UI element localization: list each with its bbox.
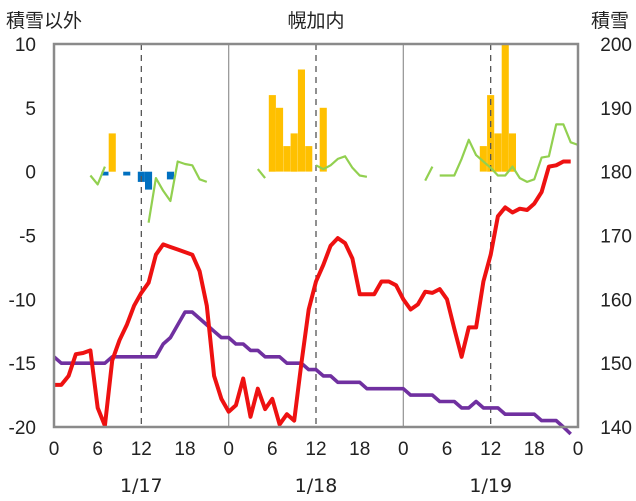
snowfall-bar-4 <box>290 133 298 172</box>
x-date-label: 1/18 <box>295 475 338 497</box>
x-date-labels: 1/17 1/18 1/19 <box>120 475 512 497</box>
grid-layer <box>140 44 492 427</box>
left-y-tick: -15 <box>9 354 36 375</box>
right-y-tick: 160 <box>600 290 632 311</box>
x-hour-tick: 6 <box>92 439 103 460</box>
snowfall-bar-3 <box>283 146 291 172</box>
snowfall-bar-5 <box>297 69 305 172</box>
temperature-line <box>54 159 571 428</box>
negative-bar-4 <box>166 171 174 180</box>
snow-depth-line <box>52 310 572 436</box>
green-line-segment-5 <box>439 123 579 183</box>
x-hour-tick: 18 <box>524 439 545 460</box>
plot-frame <box>52 42 580 429</box>
x-hour-tick: 6 <box>267 439 278 460</box>
negative-bar-0 <box>101 171 109 176</box>
green-line-segment-2 <box>256 168 266 179</box>
x-hour-tick: 12 <box>131 439 152 460</box>
bar-layer <box>101 44 516 190</box>
green-line-segment-0 <box>89 166 106 186</box>
right-y-tick: 150 <box>600 354 632 375</box>
left-y-tick: 10 <box>15 35 36 56</box>
x-hour-tick: 12 <box>480 439 501 460</box>
snowfall-bar-6 <box>305 146 313 172</box>
right-y-tick: 200 <box>600 35 632 56</box>
right-y-tick: 170 <box>600 227 632 248</box>
snowfall-bar-2 <box>276 107 284 172</box>
x-hour-tick: 12 <box>305 439 326 460</box>
x-hour-tick: 0 <box>223 439 234 460</box>
line-layer <box>52 123 579 436</box>
left-y-tick: -5 <box>19 227 36 248</box>
snowfall-bar-11 <box>501 44 509 172</box>
negative-bar-3 <box>145 171 153 190</box>
right-y-tick: 190 <box>600 99 632 120</box>
x-hour-tick: 0 <box>49 439 60 460</box>
x-hour-tick: 0 <box>573 439 584 460</box>
left-axis-label: 積雪以外 <box>6 10 82 32</box>
left-y-tick: -10 <box>9 290 36 311</box>
snowfall-bar-8 <box>479 146 487 172</box>
snowfall-bar-0 <box>108 133 116 172</box>
x-hour-tick: 6 <box>442 439 453 460</box>
chart-title: 幌加内 <box>287 10 344 32</box>
x-date-label: 1/17 <box>120 475 163 497</box>
green-line-segment-4 <box>424 166 434 182</box>
left-y-tick: 5 <box>25 99 36 120</box>
snowfall-bar-1 <box>268 95 276 172</box>
right-y-tick: 140 <box>600 418 632 439</box>
x-date-label: 1/19 <box>469 475 512 497</box>
right-y-tick: 180 <box>600 163 632 184</box>
x-hour-tick: 18 <box>349 439 370 460</box>
snowfall-bar-7 <box>319 107 327 172</box>
right-axis-label: 積雪 <box>591 10 629 32</box>
left-y-ticks: 10 5 0 -5 -10 -15 -20 <box>9 35 36 439</box>
x-hour-tick: 0 <box>398 439 409 460</box>
negative-bar-1 <box>123 171 131 176</box>
left-y-tick: 0 <box>25 163 36 184</box>
snowfall-bar-12 <box>508 133 516 172</box>
left-y-tick: -20 <box>9 418 36 439</box>
x-hour-tick: 18 <box>174 439 195 460</box>
right-y-ticks: 200 190 180 170 160 150 140 <box>600 35 632 439</box>
x-hour-ticks: 0 6 12 18 0 6 12 18 0 6 12 18 0 <box>49 439 584 460</box>
snowfall-bar-10 <box>494 133 502 172</box>
green-line-segment-3 <box>315 155 368 178</box>
green-line-segment-1 <box>147 160 208 223</box>
